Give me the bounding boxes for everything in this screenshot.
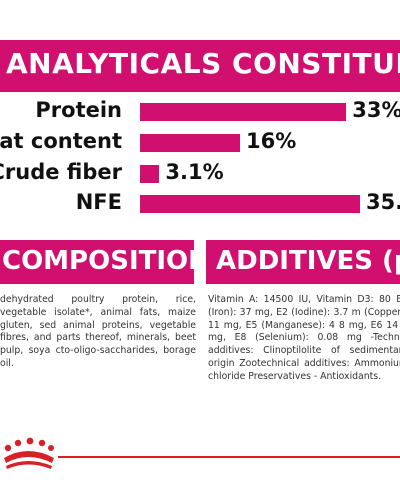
nfe-label: NFE	[75, 190, 122, 214]
analytical-constituents-banner: ANALYTICALS CONSTITUENTS	[0, 40, 400, 92]
protein-bar	[140, 103, 347, 121]
additives-title: ADDITIVES (per	[216, 246, 400, 276]
crude-fiber-bar	[140, 165, 160, 183]
fat-content-value: 16%	[246, 129, 297, 153]
nfe-value: 35.2	[366, 190, 400, 214]
composition-banner: COMPOSITION	[0, 240, 194, 284]
crude-fiber-value: 3.1%	[165, 160, 224, 184]
additives-text: Vitamin A: 14500 IU, Vitamin D3: 80 E1 (…	[208, 294, 400, 382]
fat-content-bar	[140, 134, 240, 152]
protein-value: 33%	[352, 98, 400, 122]
additives-banner: ADDITIVES (per	[206, 240, 400, 284]
composition-title: COMPOSITION	[2, 246, 194, 276]
crude-fiber-label: Crude fiber	[0, 160, 122, 184]
fat-content-label: Fat content	[0, 129, 122, 153]
composition-text: dehydrated poultry protein, rice, vegeta…	[0, 294, 196, 369]
footer-divider	[58, 456, 400, 458]
nfe-bar	[140, 195, 360, 213]
royal-canin-crown-icon	[4, 437, 54, 469]
protein-label: Protein	[35, 98, 122, 122]
analytical-constituents-title: ANALYTICALS CONSTITUENTS	[6, 47, 400, 80]
